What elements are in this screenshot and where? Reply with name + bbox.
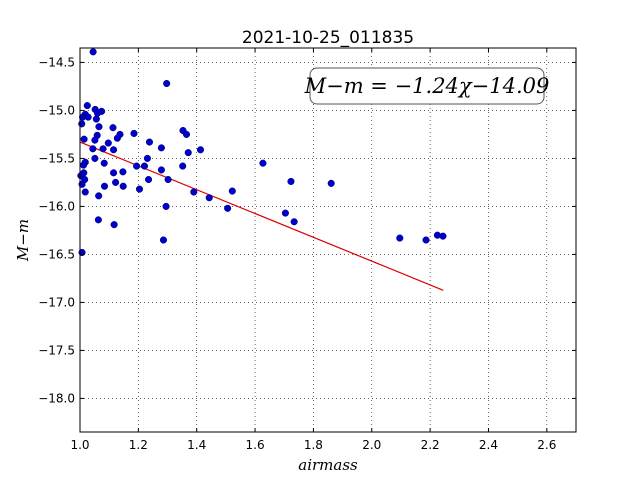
- annotation-box: [309, 67, 545, 105]
- y-axis-label: M−m: [14, 219, 32, 262]
- data-points: [77, 48, 447, 257]
- x-tick-label: 2.4: [479, 438, 498, 452]
- data-point: [91, 154, 99, 162]
- data-point: [179, 162, 187, 170]
- data-point: [81, 188, 89, 196]
- y-tick-label: −18.0: [38, 391, 75, 405]
- y-tick-label: −14.5: [38, 55, 75, 69]
- data-point: [182, 130, 191, 138]
- x-tick-label: 1.4: [187, 438, 206, 452]
- x-tick-label: 1.2: [129, 438, 148, 452]
- data-point: [205, 194, 213, 202]
- data-point: [110, 169, 118, 177]
- fit-line-layer: [79, 141, 444, 291]
- x-tick-label: 2.2: [421, 438, 440, 452]
- y-tick-label: −16.5: [38, 247, 75, 261]
- data-point: [162, 202, 170, 210]
- data-point: [157, 144, 165, 152]
- data-point: [109, 124, 117, 132]
- data-point: [110, 146, 118, 154]
- y-tick-label: −17.0: [38, 295, 75, 309]
- fit-equation-box: M−m = −1.24χ−14.09: [304, 67, 550, 105]
- data-point: [80, 135, 88, 143]
- data-point: [133, 162, 141, 170]
- data-point: [113, 134, 121, 142]
- data-point: [145, 138, 153, 146]
- x-tick-label: 1.0: [70, 438, 89, 452]
- x-tick-label: 1.6: [246, 438, 265, 452]
- chart-title: 2021-10-25_011835: [242, 28, 414, 48]
- fit-line: [79, 141, 444, 291]
- data-point: [98, 107, 106, 115]
- data-point: [327, 179, 335, 187]
- fit-equation: M−m = −1.24χ−14.09: [304, 74, 550, 98]
- y-tick-label: −17.5: [38, 343, 75, 357]
- data-point: [143, 154, 151, 162]
- y-tick-label: −15.0: [38, 103, 75, 117]
- data-point: [95, 192, 103, 200]
- x-tick-label: 2.6: [537, 438, 556, 452]
- data-point: [100, 182, 109, 190]
- x-axis-ticks: 1.0 1.2 1.4 1.6 1.8 2.0 2.2 2.4 2.6: [70, 48, 556, 452]
- y-axis-ticks: −14.5 −15.0 −15.5 −16.0 −16.5 −17.0 −17.5 −18.0: [38, 55, 576, 405]
- plot-frame: [79, 47, 577, 433]
- data-point: [110, 221, 118, 229]
- data-point: [100, 159, 108, 167]
- data-point: [164, 175, 172, 184]
- data-point: [104, 139, 112, 147]
- data-point: [78, 120, 86, 128]
- data-point: [89, 48, 97, 56]
- y-tick-label: −15.5: [38, 151, 75, 165]
- data-point: [94, 216, 102, 224]
- data-point: [159, 236, 167, 244]
- data-point: [163, 79, 171, 88]
- data-point: [287, 177, 295, 185]
- data-point: [196, 146, 205, 154]
- data-point: [119, 182, 127, 190]
- data-point: [224, 204, 232, 212]
- data-point: [422, 236, 430, 244]
- y-tick-label: −16.0: [38, 199, 75, 213]
- data-point: [290, 218, 298, 226]
- data-point: [259, 159, 267, 167]
- x-tick-label: 1.8: [304, 438, 323, 452]
- data-point: [79, 161, 88, 169]
- data-point: [228, 187, 236, 195]
- data-point: [145, 175, 153, 184]
- x-axis-label: airmass: [298, 456, 358, 474]
- data-point: [439, 232, 447, 240]
- data-point: [95, 123, 103, 131]
- data-point: [99, 145, 107, 153]
- data-point: [396, 234, 404, 242]
- data-point: [190, 188, 198, 196]
- data-point: [83, 102, 91, 110]
- data-point: [281, 209, 289, 217]
- data-point: [112, 178, 120, 186]
- data-point: [119, 168, 127, 176]
- data-point: [140, 162, 149, 170]
- data-point: [157, 166, 165, 174]
- data-point: [89, 145, 97, 153]
- data-point: [184, 149, 192, 157]
- grid: [79, 48, 576, 432]
- data-point: [84, 113, 92, 121]
- data-point: [92, 115, 100, 123]
- data-point: [130, 129, 138, 137]
- data-point: [91, 136, 99, 144]
- data-point: [135, 185, 144, 193]
- x-tick-label: 2.0: [362, 438, 381, 452]
